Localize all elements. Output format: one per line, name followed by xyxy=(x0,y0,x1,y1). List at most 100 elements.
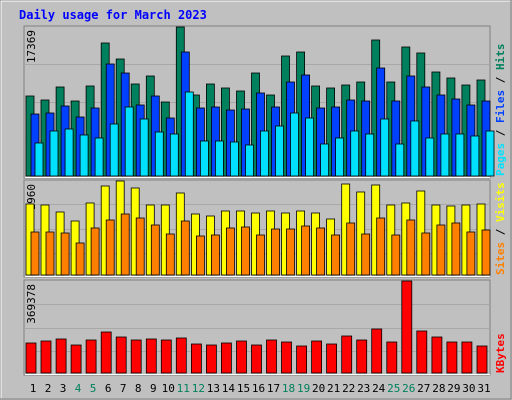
bar-sites-day-10 xyxy=(165,233,175,276)
x-tick-label-day-1: 1 xyxy=(30,382,37,395)
x-tick-label-day-13: 13 xyxy=(207,382,220,395)
bar-sites-day-6 xyxy=(105,219,115,276)
bar-pages-day-30 xyxy=(470,135,480,177)
x-tick-label-day-14: 14 xyxy=(222,382,236,395)
bar-pages-day-10 xyxy=(169,133,179,177)
x-tick-label-day-24: 24 xyxy=(372,382,386,395)
x-axis-day-labels: 1 2 3 4 5 6 7 8 9 10 11 12 13 14 15 16 17 18 19 20 21 22 23 24 2… xyxy=(30,382,491,395)
bar-kbytes-day-29 xyxy=(446,341,458,374)
panel-hits-ymax-label: 17369 xyxy=(25,30,38,63)
x-tick-label-day-27: 27 xyxy=(417,382,430,395)
bar-pages-day-3 xyxy=(64,128,74,177)
bar-kbytes-day-1 xyxy=(25,342,37,374)
bar-pages-day-1 xyxy=(34,142,44,177)
x-tick-label-day-12: 12 xyxy=(192,382,205,395)
bar-sites-day-27 xyxy=(421,232,431,276)
bar-sites-day-7 xyxy=(120,213,130,276)
bar-sites-day-31 xyxy=(481,229,491,276)
bar-kbytes-day-27 xyxy=(416,330,428,374)
bar-pages-day-25 xyxy=(395,143,405,177)
bar-pages-day-28 xyxy=(440,133,450,177)
x-tick-label-day-26: 26 xyxy=(402,382,415,395)
panel-kbytes-ymax-label: 369378 xyxy=(25,284,38,324)
bar-kbytes-day-13 xyxy=(205,344,217,374)
x-tick-label-day-4: 4 xyxy=(75,382,82,395)
x-tick-label-day-22: 22 xyxy=(342,382,355,395)
bar-kbytes-day-26 xyxy=(401,280,413,374)
series-kbytes xyxy=(25,280,488,374)
series-label-separator: / xyxy=(494,222,507,242)
bar-pages-day-2 xyxy=(49,130,59,177)
bar-kbytes-day-3 xyxy=(55,338,67,374)
bar-pages-day-11 xyxy=(184,91,194,177)
bar-pages-day-7 xyxy=(124,106,134,177)
bar-sites-day-25 xyxy=(391,234,401,276)
bar-sites-day-18 xyxy=(286,228,295,276)
bar-kbytes-day-2 xyxy=(40,340,52,374)
x-tick-label-day-16: 16 xyxy=(252,382,265,395)
bar-sites-day-29 xyxy=(451,222,461,276)
bar-visits-day-23 xyxy=(356,191,366,276)
chart-title: Daily usage for March 2023 xyxy=(19,8,207,22)
bar-kbytes-day-14 xyxy=(220,342,232,374)
x-tick-label-day-7: 7 xyxy=(120,382,127,395)
panel-hits: 17369 Pages / Files / Hits xyxy=(23,25,507,179)
bar-sites-day-23 xyxy=(361,233,371,276)
x-tick-label-day-9: 9 xyxy=(150,382,157,395)
bar-sites-day-30 xyxy=(466,231,476,276)
bar-kbytes-day-9 xyxy=(145,338,157,374)
x-tick-label-day-2: 2 xyxy=(45,382,52,395)
bar-pages-day-17 xyxy=(275,125,284,177)
bar-sites-day-26 xyxy=(406,219,416,276)
bar-kbytes-day-23 xyxy=(356,339,368,374)
bar-sites-day-22 xyxy=(346,222,356,276)
bar-pages-day-18 xyxy=(290,112,299,177)
series-label-files: Files xyxy=(494,90,507,123)
panel-kbytes: 369378 KBytes xyxy=(23,279,507,376)
bar-kbytes-day-5 xyxy=(85,339,97,374)
series-pages xyxy=(34,91,495,177)
bar-sites-day-17 xyxy=(271,228,280,276)
bar-kbytes-day-15 xyxy=(236,340,247,374)
bar-pages-day-4 xyxy=(79,134,89,177)
bar-kbytes-day-10 xyxy=(160,339,172,374)
x-tick-label-day-28: 28 xyxy=(432,382,445,395)
bar-kbytes-day-25 xyxy=(386,341,398,374)
x-tick-label-day-10: 10 xyxy=(162,382,175,395)
series-label-hits: Hits xyxy=(494,44,507,71)
panel-visits-series-label: Sites / Visits xyxy=(494,182,507,275)
bar-sites-day-2 xyxy=(45,231,55,276)
bar-kbytes-day-21 xyxy=(326,343,338,374)
series-label-pages: Pages xyxy=(494,143,507,176)
x-tick-label-day-30: 30 xyxy=(462,382,475,395)
bar-kbytes-day-17 xyxy=(266,339,277,374)
bar-kbytes-day-6 xyxy=(100,331,112,374)
bar-pages-day-14 xyxy=(229,141,239,177)
x-tick-label-day-20: 20 xyxy=(312,382,325,395)
bar-sites-day-19 xyxy=(301,225,311,276)
bar-pages-day-6 xyxy=(109,123,119,177)
bar-kbytes-day-31 xyxy=(476,345,488,374)
bar-sites-day-14 xyxy=(225,227,235,276)
bar-pages-day-29 xyxy=(455,133,465,177)
bar-sites-day-4 xyxy=(75,242,85,276)
series-label-separator: / xyxy=(494,123,507,143)
x-tick-label-day-11: 11 xyxy=(177,382,190,395)
x-tick-label-day-15: 15 xyxy=(237,382,250,395)
bar-kbytes-day-12 xyxy=(190,343,202,374)
bar-kbytes-day-22 xyxy=(341,335,353,374)
x-tick-label-day-23: 23 xyxy=(357,382,370,395)
x-tick-label-day-21: 21 xyxy=(327,382,340,395)
bar-pages-day-20 xyxy=(320,143,330,177)
series-label-sites: Sites xyxy=(494,242,507,275)
bar-pages-day-31 xyxy=(485,130,495,177)
panel-kbytes-series-label: KBytes xyxy=(494,333,507,373)
x-tick-label-day-8: 8 xyxy=(135,382,142,395)
bar-kbytes-day-24 xyxy=(371,328,383,374)
bar-kbytes-day-28 xyxy=(431,336,443,374)
bar-sites-day-8 xyxy=(135,217,145,276)
series-label-kbytes: KBytes xyxy=(494,333,507,373)
bar-kbytes-day-16 xyxy=(251,344,262,374)
